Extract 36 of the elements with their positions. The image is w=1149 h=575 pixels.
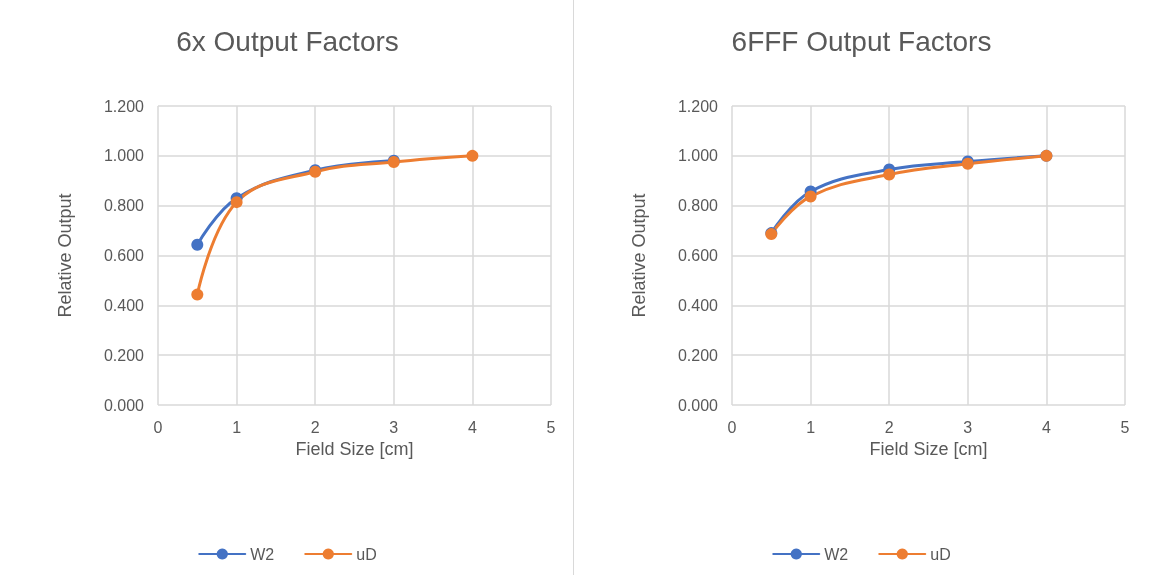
x-tick-label: 1 (232, 418, 242, 436)
y-tick-label: 0.000 (677, 396, 719, 414)
x-tick-label: 5 (546, 418, 556, 436)
x-tick-label: 1 (806, 418, 816, 436)
x-tick-label: 4 (467, 418, 477, 436)
x-tick-label: 0 (153, 418, 163, 436)
chart-title: 6x Output Factors (176, 25, 399, 57)
chart-title: 6FFF Output Factors (731, 25, 992, 57)
x-tick-label: 2 (884, 418, 894, 436)
legend-label: uD (930, 545, 951, 563)
y-tick-label: 0.600 (103, 247, 145, 264)
x-tick-label: 2 (310, 418, 320, 436)
y-tick-label: 1.000 (677, 147, 719, 165)
y-tick-label: 0.400 (677, 296, 719, 314)
y-tick-label: 0.200 (677, 346, 719, 364)
legend-label: uD (356, 545, 377, 563)
y-axis-title: Relative Output (55, 193, 75, 318)
y-tick-label: 0.000 (103, 396, 145, 414)
x-tick-label: 3 (389, 418, 399, 436)
y-tick-label: 0.600 (677, 247, 719, 264)
y-tick-label: 1.200 (103, 97, 145, 115)
x-tick-label: 5 (1120, 418, 1130, 436)
y-tick-label: 1.000 (103, 147, 145, 165)
y-tick-label: 0.200 (103, 346, 145, 364)
y-tick-label: 1.200 (677, 97, 719, 115)
x-tick-label: 0 (727, 418, 737, 436)
legend-label: W2 (250, 545, 275, 563)
x-tick-label: 3 (963, 418, 973, 436)
y-axis-title: Relative Output (629, 193, 649, 318)
y-tick-label: 0.800 (103, 197, 145, 215)
x-axis-title: Field Size [cm] (295, 438, 414, 459)
x-axis-title: Field Size [cm] (869, 438, 988, 459)
y-tick-label: 0.400 (103, 296, 145, 314)
x-tick-label: 4 (1041, 418, 1051, 436)
legend-label: W2 (824, 545, 849, 563)
y-tick-label: 0.800 (677, 197, 719, 215)
